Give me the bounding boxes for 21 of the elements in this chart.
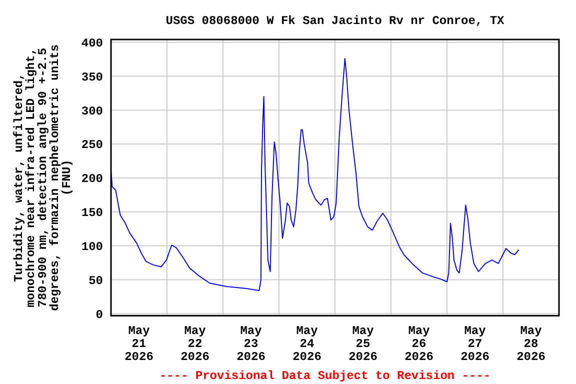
x-tick-label: May 23 2026 xyxy=(236,324,266,364)
x-tick-label: May 26 2026 xyxy=(404,324,434,364)
y-tick-label: 250 xyxy=(81,138,103,152)
x-tick-label: May 28 2026 xyxy=(516,324,546,364)
x-tick-label: May 27 2026 xyxy=(460,324,490,364)
x-tick-label: May 21 2026 xyxy=(124,324,154,364)
x-tick-label: May 25 2026 xyxy=(348,324,378,364)
y-tick-label: 0 xyxy=(96,308,103,322)
y-tick-label: 50 xyxy=(88,274,103,288)
y-tick-label: 200 xyxy=(81,172,103,186)
line-series xyxy=(111,58,520,292)
y-axis-title: Turbidity, water, unfiltered, monochrome near infra-red LED light, 780-900 nm, detection angle 90 +-2.5 degrees, formazin nephelometric units (FNU) xyxy=(12,44,74,311)
x-tick-label: May 24 2026 xyxy=(292,324,322,364)
y-tick-label: 350 xyxy=(81,70,103,84)
y-tick-label: 400 xyxy=(81,36,103,50)
text: ---- Provisional Data Subject to Revision ---- xyxy=(159,369,491,383)
chart-title: USGS 08068000 W Fk San Jacinto Rv nr Conroe, TX xyxy=(166,14,506,28)
y-tick-label: 300 xyxy=(81,104,103,118)
y-tick-label: 100 xyxy=(81,240,103,254)
x-tick-label: May 22 2026 xyxy=(180,324,210,364)
y-tick-label: 150 xyxy=(81,206,103,220)
